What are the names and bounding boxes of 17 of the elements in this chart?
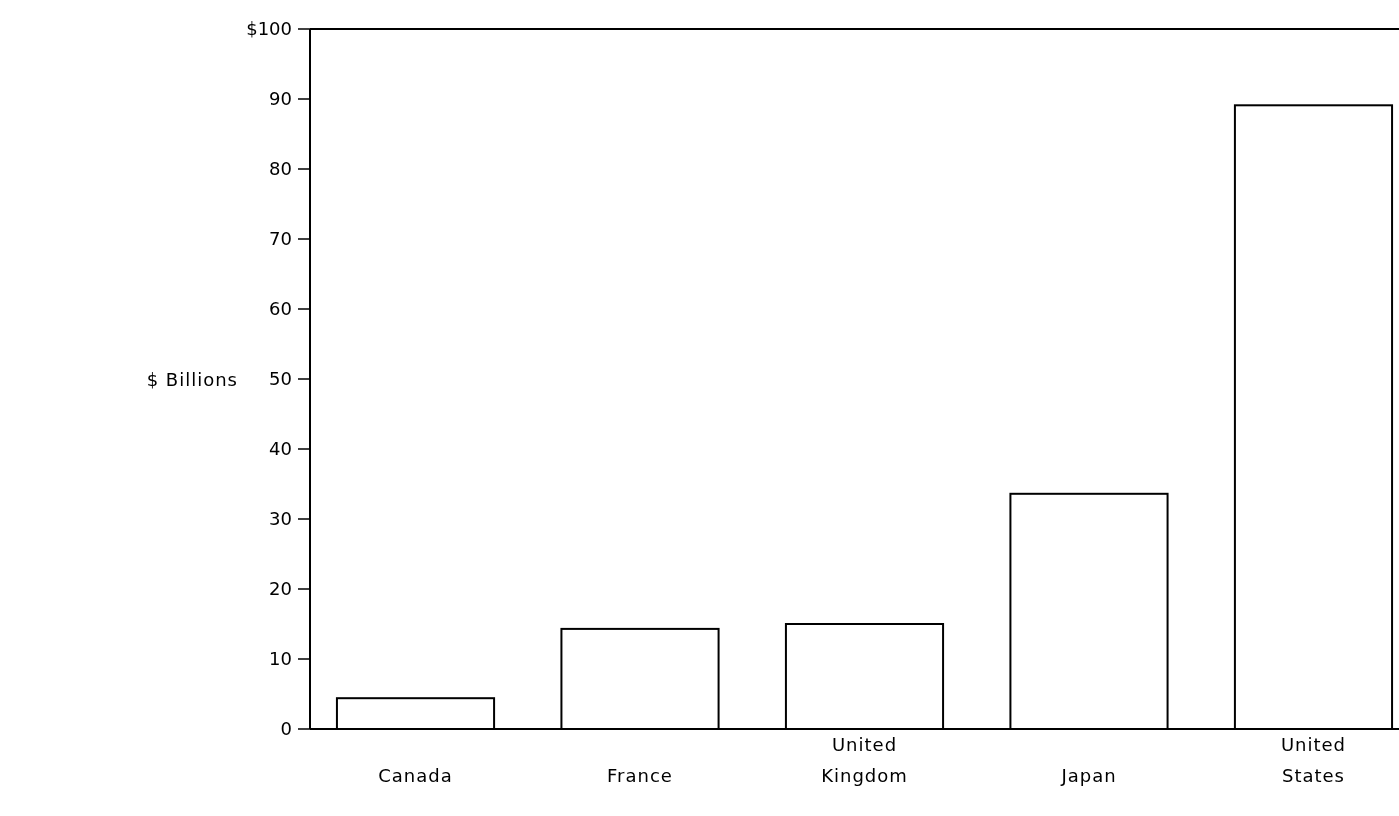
y-axis-title: $ Billions [146,369,238,390]
y-tick-label: 70 [269,228,292,250]
y-tick-label: 0 [280,718,292,740]
y-tick-label: 10 [269,648,292,670]
y-tick-label: 90 [269,88,292,110]
x-tick-label: Canada [378,765,453,786]
y-tick-label: $100 [246,18,292,40]
y-tick-label: 50 [269,368,292,390]
x-tick-label: France [607,765,673,786]
x-tick-label: United States [1280,734,1347,786]
y-tick-label: 60 [269,298,292,320]
y-tick-label: 40 [269,438,292,460]
x-tick-label: Japan [1060,765,1117,786]
x-tick-label: United Kingdom [821,734,908,786]
y-tick-label: 80 [269,158,292,180]
y-tick-label: 20 [269,578,292,600]
y-tick-label: 30 [269,508,292,530]
